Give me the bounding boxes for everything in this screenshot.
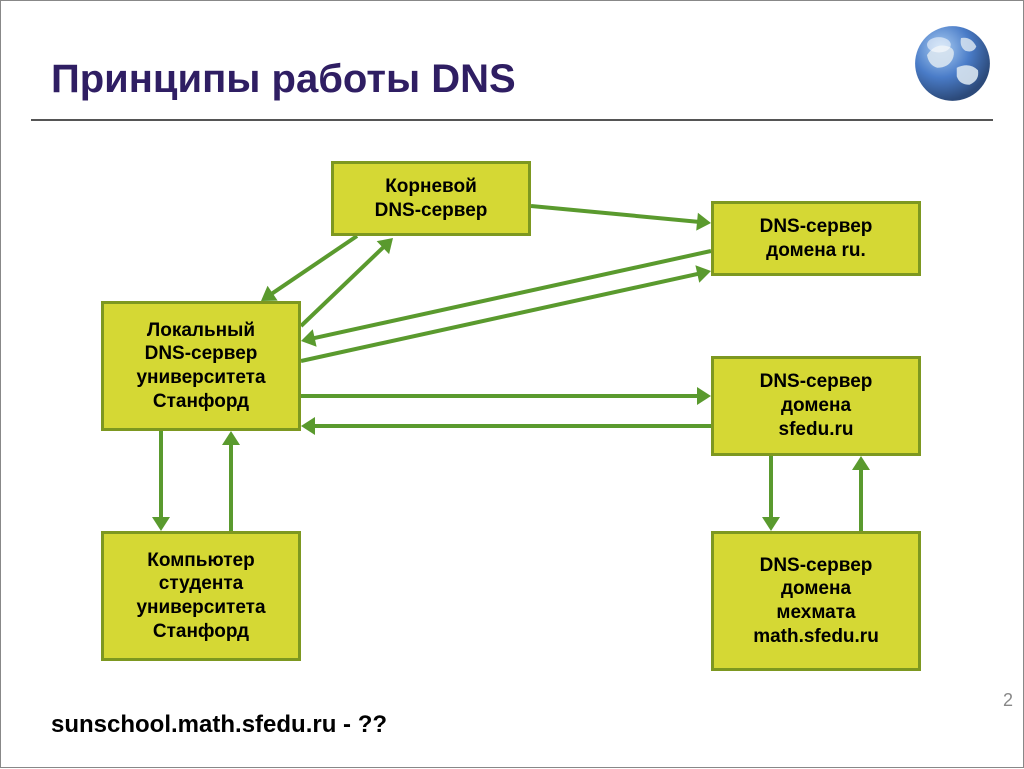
- node-client: КомпьютерстудентауниверситетаСтанфорд: [101, 531, 301, 661]
- edge-root-to-ru: [531, 206, 711, 231]
- node-local: ЛокальныйDNS-серверуниверситетаСтанфорд: [101, 301, 301, 431]
- edge-local-to-sfedu: [301, 387, 711, 405]
- edge-local-to-root: [301, 238, 393, 326]
- node-math: DNS-сервердоменамехматаmath.sfedu.ru: [711, 531, 921, 671]
- page-number: 2: [1003, 690, 1013, 711]
- edge-root-to-local: [261, 236, 357, 301]
- edge-sfedu-to-local: [301, 417, 711, 435]
- edge-local-to-ru: [301, 265, 711, 361]
- edge-client-to-local: [222, 431, 240, 531]
- edge-ru-to-local: [301, 251, 711, 347]
- edge-sfedu-to-math: [762, 456, 780, 531]
- globe-icon: [910, 21, 995, 106]
- node-ru: DNS-сервердомена ru.: [711, 201, 921, 276]
- node-sfedu: DNS-сервердоменаsfedu.ru: [711, 356, 921, 456]
- node-root: КорневойDNS-сервер: [331, 161, 531, 236]
- edge-local-to-client: [152, 431, 170, 531]
- footer-text: sunschool.math.sfedu.ru - ??: [51, 711, 387, 739]
- edge-math-to-sfedu: [852, 456, 870, 531]
- slide-title: Принципы работы DNS: [51, 57, 516, 102]
- slide: Принципы работы DNS sunschool.math.sfedu…: [0, 0, 1024, 768]
- title-underline: [31, 119, 993, 121]
